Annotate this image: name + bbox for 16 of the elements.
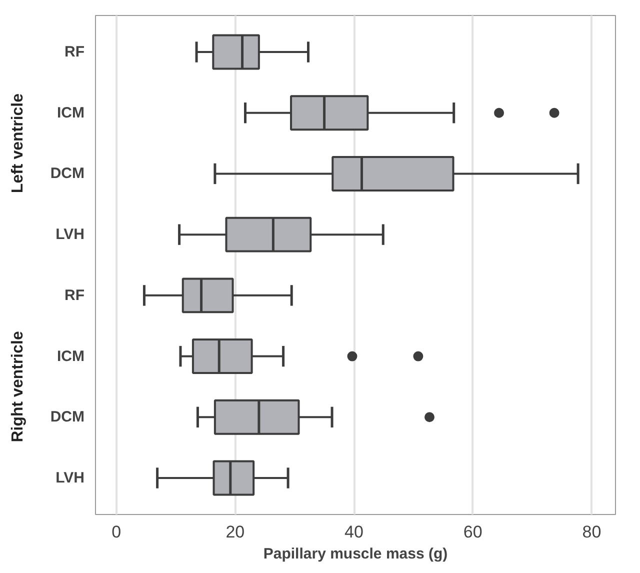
x-axis-title: Papillary muscle mass (g): [263, 546, 448, 562]
x-tick-label: 0: [112, 522, 122, 542]
y-tick-label: ICM: [57, 348, 85, 365]
x-tick-label: 80: [582, 522, 602, 542]
x-tick-label: 60: [463, 522, 482, 542]
text: Left ventricle: [10, 93, 26, 194]
y-tick-label: ICM: [57, 104, 85, 122]
y-tick-label: LVH: [56, 469, 85, 486]
y-tick-label: DCM: [50, 408, 85, 426]
y-tick-label: LVH: [56, 226, 85, 244]
text: Right ventricle: [10, 331, 26, 442]
x-tick-label: 40: [344, 522, 364, 542]
y-tick-label: RF: [64, 44, 85, 61]
y-tick-label: RF: [64, 286, 85, 304]
y-tick-label: DCM: [50, 165, 85, 182]
x-tick-label: 20: [226, 522, 245, 542]
